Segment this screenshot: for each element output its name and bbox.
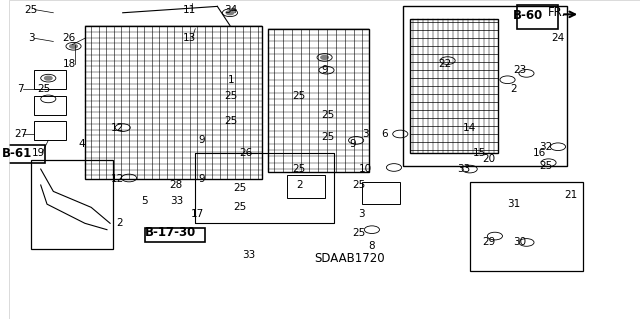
Text: 33: 33 — [243, 250, 255, 260]
Text: 18: 18 — [63, 59, 76, 69]
Text: 21: 21 — [564, 189, 577, 200]
Text: 25: 25 — [233, 202, 246, 212]
Text: 29: 29 — [482, 237, 495, 248]
Text: 26: 26 — [239, 148, 252, 158]
Text: 25: 25 — [24, 4, 38, 15]
Circle shape — [45, 76, 52, 80]
Text: 8: 8 — [369, 241, 375, 251]
Text: 12: 12 — [111, 122, 124, 133]
Bar — [517, 5, 558, 29]
Bar — [287, 175, 324, 198]
Text: 13: 13 — [182, 33, 196, 43]
Text: 2: 2 — [511, 84, 517, 94]
Text: 1: 1 — [228, 75, 234, 85]
Text: 23: 23 — [513, 65, 527, 75]
Text: 33: 33 — [170, 196, 183, 206]
Text: 31: 31 — [508, 199, 520, 209]
Text: 5: 5 — [141, 196, 148, 206]
Text: 34: 34 — [225, 4, 238, 15]
Text: 25: 25 — [225, 91, 238, 101]
Text: 10: 10 — [359, 164, 372, 174]
Text: SDAAB1720: SDAAB1720 — [314, 252, 385, 265]
Text: 9: 9 — [321, 65, 328, 75]
Text: 25: 25 — [292, 91, 306, 101]
Circle shape — [70, 44, 77, 48]
Text: 25: 25 — [225, 116, 238, 126]
Bar — [410, 19, 498, 153]
Text: 9: 9 — [198, 135, 205, 145]
Text: 11: 11 — [182, 4, 196, 15]
Text: B-17-30: B-17-30 — [145, 226, 196, 239]
Bar — [145, 228, 205, 242]
Circle shape — [321, 56, 328, 59]
Text: 28: 28 — [170, 180, 183, 190]
Text: 22: 22 — [438, 59, 451, 69]
Text: 26: 26 — [63, 33, 76, 43]
Text: 33: 33 — [457, 164, 470, 174]
Text: 30: 30 — [513, 237, 527, 248]
Text: 25: 25 — [321, 132, 334, 142]
Bar — [470, 182, 583, 271]
Text: 9: 9 — [198, 174, 205, 184]
Text: 9: 9 — [349, 138, 356, 149]
Text: 25: 25 — [539, 161, 552, 171]
Text: 2: 2 — [116, 218, 123, 228]
Text: 15: 15 — [472, 148, 486, 158]
Bar — [268, 29, 369, 172]
Bar — [35, 96, 66, 115]
Bar — [6, 145, 45, 163]
Text: 2: 2 — [296, 180, 303, 190]
Text: B-61: B-61 — [2, 147, 32, 160]
Text: FR.: FR. — [548, 6, 566, 19]
Text: 12: 12 — [111, 174, 124, 184]
Text: 32: 32 — [539, 142, 552, 152]
Text: B-60: B-60 — [513, 10, 543, 22]
Text: 25: 25 — [233, 183, 246, 193]
Text: 7: 7 — [17, 84, 24, 94]
Text: 25: 25 — [292, 164, 306, 174]
Text: 3: 3 — [362, 129, 369, 139]
Text: 19: 19 — [32, 148, 45, 158]
Bar — [35, 121, 66, 140]
Text: 25: 25 — [353, 180, 366, 190]
Bar — [362, 182, 400, 204]
Bar — [195, 153, 334, 223]
Text: 25: 25 — [353, 228, 366, 238]
Text: 16: 16 — [532, 148, 546, 158]
Text: 24: 24 — [552, 33, 564, 43]
Text: 6: 6 — [381, 129, 388, 139]
Text: 27: 27 — [14, 129, 27, 139]
Text: 17: 17 — [191, 209, 204, 219]
Bar — [35, 70, 66, 89]
Text: 25: 25 — [37, 84, 51, 94]
Text: 25: 25 — [321, 110, 334, 120]
Text: 3: 3 — [28, 33, 35, 43]
Text: 4: 4 — [79, 138, 85, 149]
Bar — [403, 6, 568, 166]
Bar — [195, 153, 334, 223]
Text: 20: 20 — [482, 154, 495, 165]
Text: 14: 14 — [463, 122, 476, 133]
Text: 3: 3 — [358, 209, 365, 219]
Bar — [31, 160, 113, 249]
Circle shape — [226, 11, 234, 15]
Bar — [85, 26, 262, 179]
